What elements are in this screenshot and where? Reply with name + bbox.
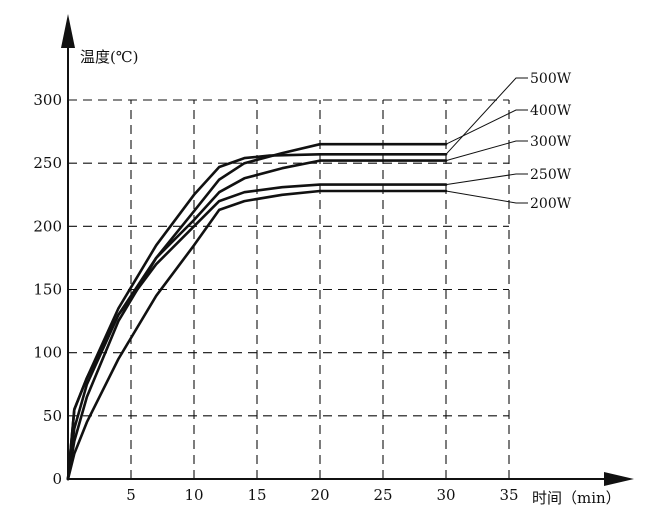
- y-axis-title: 温度(℃): [80, 48, 138, 66]
- series-curves: [66, 142, 448, 481]
- x-tick-label: 15: [247, 486, 266, 504]
- legend-label-400w: 400W: [530, 103, 572, 119]
- legend-label-250w: 250W: [530, 167, 572, 183]
- y-tick-label: 300: [33, 91, 62, 109]
- x-axis-arrow: [604, 472, 634, 486]
- y-tick-label: 0: [52, 470, 62, 488]
- x-tick-label: 35: [499, 486, 518, 504]
- x-tick-label: 20: [310, 486, 329, 504]
- legend: 500W 400W 300W 250W 200W: [445, 71, 572, 212]
- tick-labels: 0 50 100 150 200 250 300 5 10 15 20 25 30 35: [33, 91, 518, 504]
- y-axis-arrow: [61, 14, 75, 48]
- series-line-300w: [66, 159, 448, 481]
- y-tick-label: 150: [33, 281, 62, 299]
- legend-leader-400w: [445, 109, 528, 145]
- series-line-200w: [66, 189, 448, 481]
- series-line-400w: [66, 142, 448, 481]
- x-tick-label: 10: [184, 486, 203, 504]
- grid-lines: [68, 99, 510, 479]
- series-line-250w: [66, 183, 448, 481]
- legend-leader-500w: [445, 77, 528, 155]
- legend-label-300w: 300W: [530, 134, 572, 150]
- y-tick-label: 50: [43, 407, 62, 425]
- y-tick-label: 200: [33, 217, 62, 235]
- legend-leader-250w: [445, 173, 528, 186]
- x-axis-title: 时间（min）: [532, 489, 621, 507]
- x-tick-label: 25: [373, 486, 392, 504]
- y-tick-label: 100: [33, 344, 62, 362]
- axes: [61, 14, 634, 486]
- legend-label-200w: 200W: [530, 196, 572, 212]
- legend-leader-200w: [445, 190, 528, 204]
- y-tick-label: 250: [33, 154, 62, 172]
- legend-leader-300w: [445, 140, 528, 162]
- x-tick-label: 30: [436, 486, 455, 504]
- legend-label-500w: 500W: [530, 71, 572, 87]
- x-tick-label: 5: [126, 486, 136, 504]
